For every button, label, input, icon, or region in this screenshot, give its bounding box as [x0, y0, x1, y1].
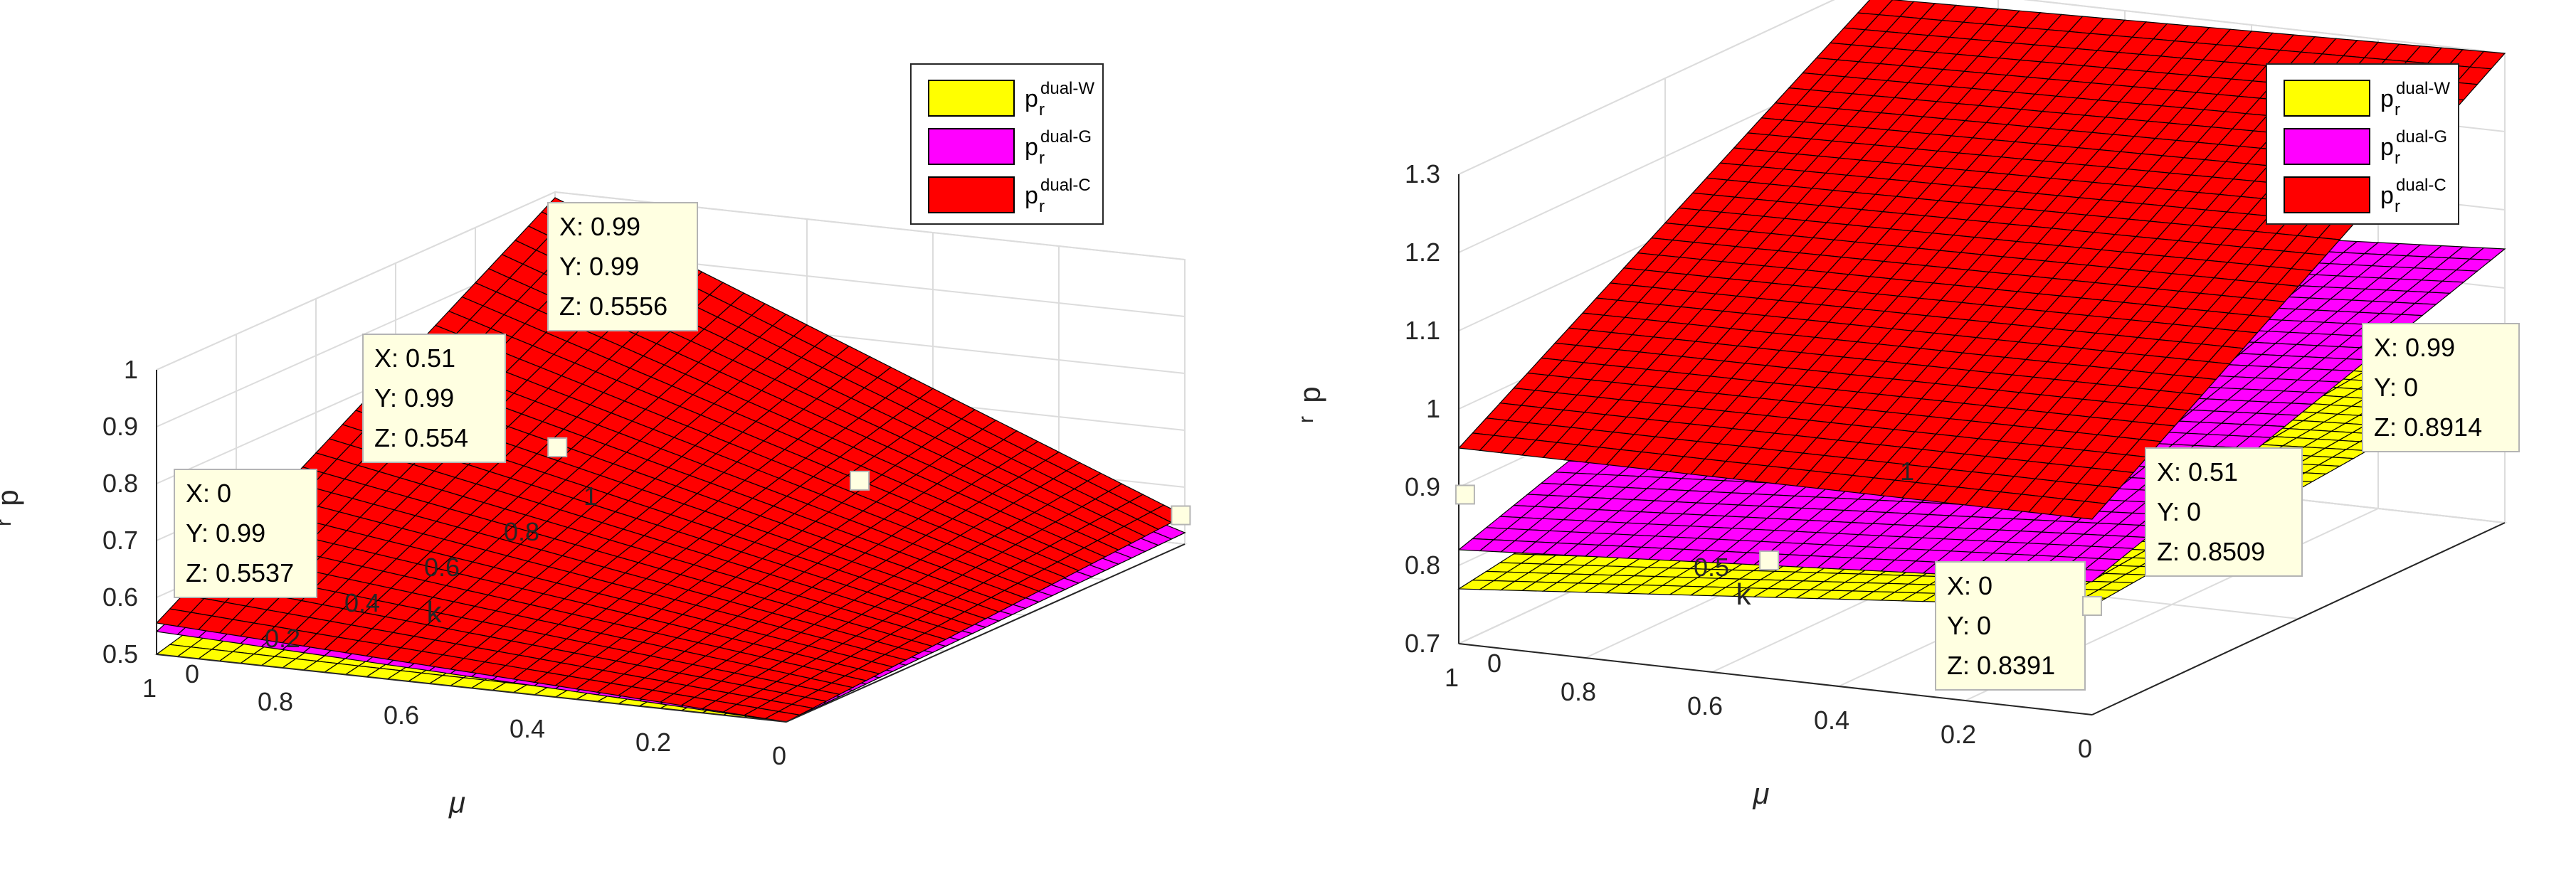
datatip-box	[174, 469, 317, 598]
z-tick-label: 1	[124, 355, 138, 384]
datatip-line: Y: 0.99	[374, 383, 454, 413]
right-surface-chart: 0 0.2 0.4 0.6 0.8 1 0 0.5 1 0.7 0.8 0.9 1 1.1 1.2 1.3 μ k…	[1288, 0, 2576, 894]
x-axis-label: μ	[448, 786, 465, 819]
grid-z-5	[156, 191, 1186, 371]
y-tick-label: 0	[185, 659, 199, 688]
x-tick-label: 0.8	[258, 687, 293, 716]
x-tick-label: 0	[772, 741, 786, 770]
chart-0: 00.20.40.60.81 00.20.40.60.810.50.60.70.8…	[0, 63, 1191, 819]
legend-label-sub: r	[1039, 197, 1045, 216]
datatip-box	[547, 202, 698, 331]
datatip-line: Y: 0.99	[559, 252, 639, 281]
y-tick-label: 0.6	[424, 553, 460, 582]
x-tick-label: 0.2	[635, 728, 671, 757]
y-axis-line	[786, 543, 1186, 723]
chart-1: 00.20.40.60.81 00.510.70.80.911.11.21.3μk…	[1293, 0, 2520, 810]
legend-item: p r dual-W	[928, 79, 1094, 119]
datatip-marker	[547, 437, 568, 457]
z-axis-label-sub: r	[0, 519, 16, 526]
datatip-line: Y: 0.99	[186, 518, 265, 548]
x-tick-label: 0.4	[510, 714, 545, 743]
legend-label: p	[1025, 182, 1038, 209]
datatip-marker	[850, 470, 870, 491]
datatip-line: X: 0.51	[374, 344, 455, 373]
legend-swatch	[928, 176, 1015, 213]
datatip-line: Z: 0.5537	[186, 558, 294, 587]
left-surface-chart: 0 0.2 0.4 0.6 0.8 1 0 0.2 0.4 0.6 0.8 1 0.5 0.6 0.7 0.8…	[0, 63, 1191, 819]
right-chart-svg: 00.20.40.60.81 00.510.70.80.911.11.21.3μk…	[1293, 0, 2520, 810]
z-axis-label: p	[0, 489, 24, 506]
datatip: X: 0 Y: 0.99 Z: 0.5537	[174, 469, 1191, 598]
legend-label-sup: dual-C	[1040, 176, 1091, 195]
datatip-marker	[1171, 505, 1191, 526]
legend-label-sup: dual-G	[1040, 127, 1092, 147]
datatips: X: 0 Y: 0.99 Z: 0.5537 X: 0.51 Y: 0.99 Z: 0.5…	[174, 202, 1191, 598]
z-tick-label: 0.9	[102, 412, 138, 441]
legend-swatch	[928, 128, 1015, 165]
z-tick-label: 0.7	[102, 526, 138, 555]
x-tick-label: 1	[142, 674, 157, 703]
grid-z-6	[1458, 0, 2506, 175]
z-tick-label: 0.8	[102, 469, 138, 498]
surface-dual-C	[155, 197, 1186, 723]
axes-lines: 00.20.40.60.81 00.20.40.60.810.50.60.70.8…	[0, 355, 1186, 819]
surfaces	[1457, 0, 2507, 607]
y-tick-label: 1	[584, 481, 598, 511]
y-tick-label: 0.4	[344, 588, 380, 617]
x-tick-label: 0.6	[384, 701, 419, 730]
z-tick-label: 0.5	[102, 639, 138, 669]
datatip-line: X: 0.99	[559, 212, 640, 241]
legend-swatch	[928, 80, 1015, 117]
x-axis-line	[156, 654, 787, 723]
datatip-line: Z: 0.554	[374, 423, 468, 452]
datatip: X: 0.99 Y: 0.99 Z: 0.5556	[547, 202, 698, 457]
y-tick-label: 0.8	[504, 517, 539, 546]
datatip-box	[362, 334, 506, 463]
legend-item: p r dual-C	[928, 176, 1091, 216]
datatip: X: 0.51 Y: 0.99 Z: 0.554	[362, 334, 870, 491]
legend-label-sub: r	[1039, 100, 1045, 119]
y-tick-label: 0.2	[265, 624, 300, 653]
left-chart-svg: 00.20.40.60.81 00.20.40.60.810.50.60.70.8…	[0, 63, 1191, 819]
y-axis-label: k	[427, 595, 443, 629]
z-tick-label: 0.6	[102, 582, 138, 612]
legend-label: p	[1025, 134, 1038, 161]
datatip-line: Z: 0.5556	[559, 292, 667, 321]
legend-item: p r dual-G	[928, 127, 1092, 168]
surfaces	[155, 197, 1186, 723]
legend-label-sub: r	[1039, 149, 1045, 168]
datatip-line: X: 0	[186, 479, 231, 508]
legend-label-sup: dual-W	[1040, 79, 1094, 98]
legend-label: p	[1025, 85, 1038, 112]
